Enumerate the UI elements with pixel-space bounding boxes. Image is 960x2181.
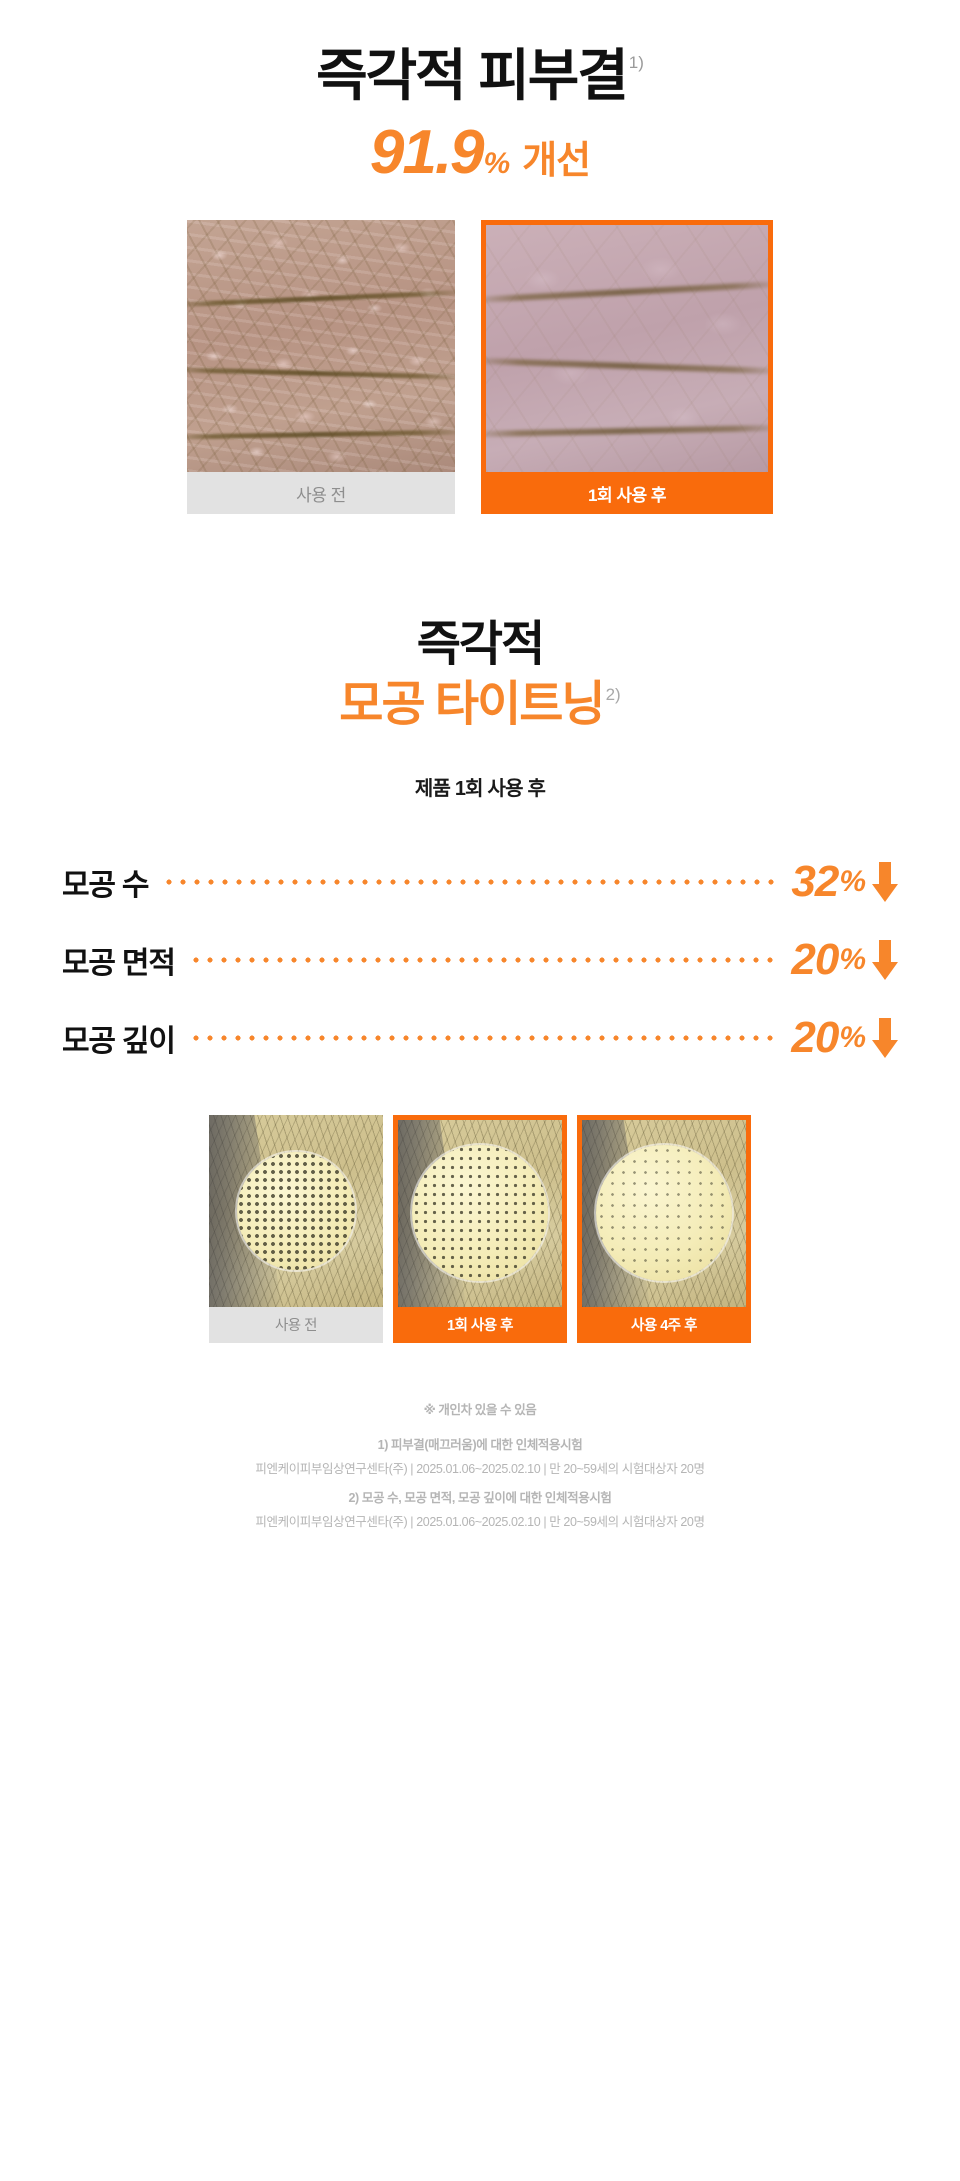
usage-subtitle: 제품 1회 사용 후 [414, 777, 546, 800]
stat-label: 모공 면적 [62, 946, 176, 980]
pore-measurement-circle [237, 1151, 355, 1270]
stat-unit: % [839, 942, 866, 976]
stat-number: 32 [791, 856, 839, 906]
stat-unit: % [839, 864, 866, 898]
skin-before-card: 사용 전 [187, 220, 455, 514]
skin-before-caption: 사용 전 [187, 472, 455, 514]
pore-after-4weeks-caption: 사용 4주 후 [577, 1306, 751, 1343]
stat-value-group: 20 % [791, 1012, 898, 1062]
footnote-2-detail: 피엔케이피부임상연구센타(주) | 2025.01.06~2025.02.10 … [255, 1514, 705, 1529]
headline-orange-text: 모공 타이트닝 [339, 677, 605, 731]
footnote-marker-1: 1) [628, 53, 644, 72]
arrow-down-icon [872, 939, 898, 980]
pore-before-card: 사용 전 [209, 1114, 383, 1343]
skin-before-after-pair: 사용 전 1회 사용 후 [0, 220, 960, 514]
footnote-marker-2: 2) [605, 684, 621, 704]
pore-before-caption: 사용 전 [209, 1306, 383, 1343]
improvement-stat: 91.9 % 개선 [0, 122, 960, 184]
stat-value-group: 32 % [791, 856, 898, 906]
pore-after-1use-photo [393, 1114, 567, 1307]
pore-after-1use-caption: 1회 사용 후 [393, 1306, 567, 1343]
footnote-2-title: 2) 모공 수, 모공 면적, 모공 깊이에 대한 인체적용시험 [348, 1490, 612, 1505]
pore-measurement-circle [596, 1145, 732, 1281]
pore-dot-pattern [237, 1151, 355, 1270]
section-two-headline-line1: 즉각적 [416, 618, 545, 671]
section-one-headline: 즉각적 피부결 1) [0, 48, 960, 104]
skin-after-caption: 1회 사용 후 [481, 472, 773, 514]
skin-after-photo [481, 220, 773, 472]
improvement-percent-sign: % [483, 147, 511, 180]
pore-before-photo [209, 1114, 383, 1307]
pore-tightening-section: 즉각적 모공 타이트닝 2) 제품 1회 사용 후 모공 수 32 % 모공 면… [0, 618, 960, 1343]
individual-variance-disclaimer: ※ 개인차 있을 수 있음 [423, 1402, 537, 1417]
stat-row: 모공 수 32 % [62, 843, 898, 921]
skin-before-photo [187, 220, 455, 472]
dotted-leader [188, 1034, 778, 1041]
pore-after-4weeks-card: 사용 4주 후 [577, 1114, 751, 1343]
pore-dot-pattern [596, 1145, 732, 1281]
stat-label: 모공 깊이 [62, 1024, 176, 1058]
stat-number: 20 [791, 934, 839, 984]
stat-number: 20 [791, 1012, 839, 1062]
pore-measurement-circle [412, 1145, 548, 1281]
pore-after-4weeks-photo [577, 1114, 751, 1307]
pore-stats-list: 모공 수 32 % 모공 면적 20 % 모공 깊이 [0, 843, 960, 1077]
pore-comparison-row: 사용 전 1회 사용 후 사용 4주 후 [0, 1114, 960, 1343]
improvement-label: 개선 [522, 140, 591, 182]
dotted-leader [162, 878, 778, 885]
footnote-1-detail: 피엔케이피부임상연구센타(주) | 2025.01.06~2025.02.10 … [255, 1461, 705, 1476]
improvement-percent-value: 91.9 [369, 118, 485, 187]
clinical-footnotes: ※ 개인차 있을 수 있음 1) 피부결(매끄러움)에 대한 인체적용시험 피엔… [0, 1399, 960, 1530]
stat-unit: % [839, 1020, 866, 1054]
stat-row: 모공 면적 20 % [62, 921, 898, 999]
arrow-down-icon [872, 861, 898, 902]
dotted-leader [188, 956, 778, 963]
section-two-headline-line2: 모공 타이트닝 2) [0, 678, 960, 732]
skin-texture-section: 즉각적 피부결 1) 91.9 % 개선 사용 전 1회 사용 후 [0, 0, 960, 514]
pore-after-1use-card: 1회 사용 후 [393, 1114, 567, 1343]
footnote-1-title: 1) 피부결(매끄러움)에 대한 인체적용시험 [377, 1437, 583, 1452]
pore-dot-pattern [412, 1145, 548, 1281]
stat-label: 모공 수 [62, 868, 150, 902]
skin-after-card: 1회 사용 후 [481, 220, 773, 514]
stat-row: 모공 깊이 20 % [62, 999, 898, 1077]
arrow-down-icon [872, 1017, 898, 1058]
stat-value-group: 20 % [791, 934, 898, 984]
headline-text: 즉각적 피부결 [316, 44, 629, 107]
